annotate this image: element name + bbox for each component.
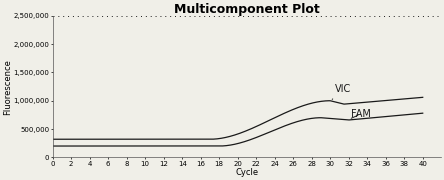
Title: Multicomponent Plot: Multicomponent Plot (174, 3, 320, 16)
X-axis label: Cycle: Cycle (235, 168, 258, 177)
Text: FAM: FAM (351, 109, 370, 119)
Y-axis label: Fluorescence: Fluorescence (3, 59, 12, 114)
Text: VIC: VIC (332, 84, 351, 99)
